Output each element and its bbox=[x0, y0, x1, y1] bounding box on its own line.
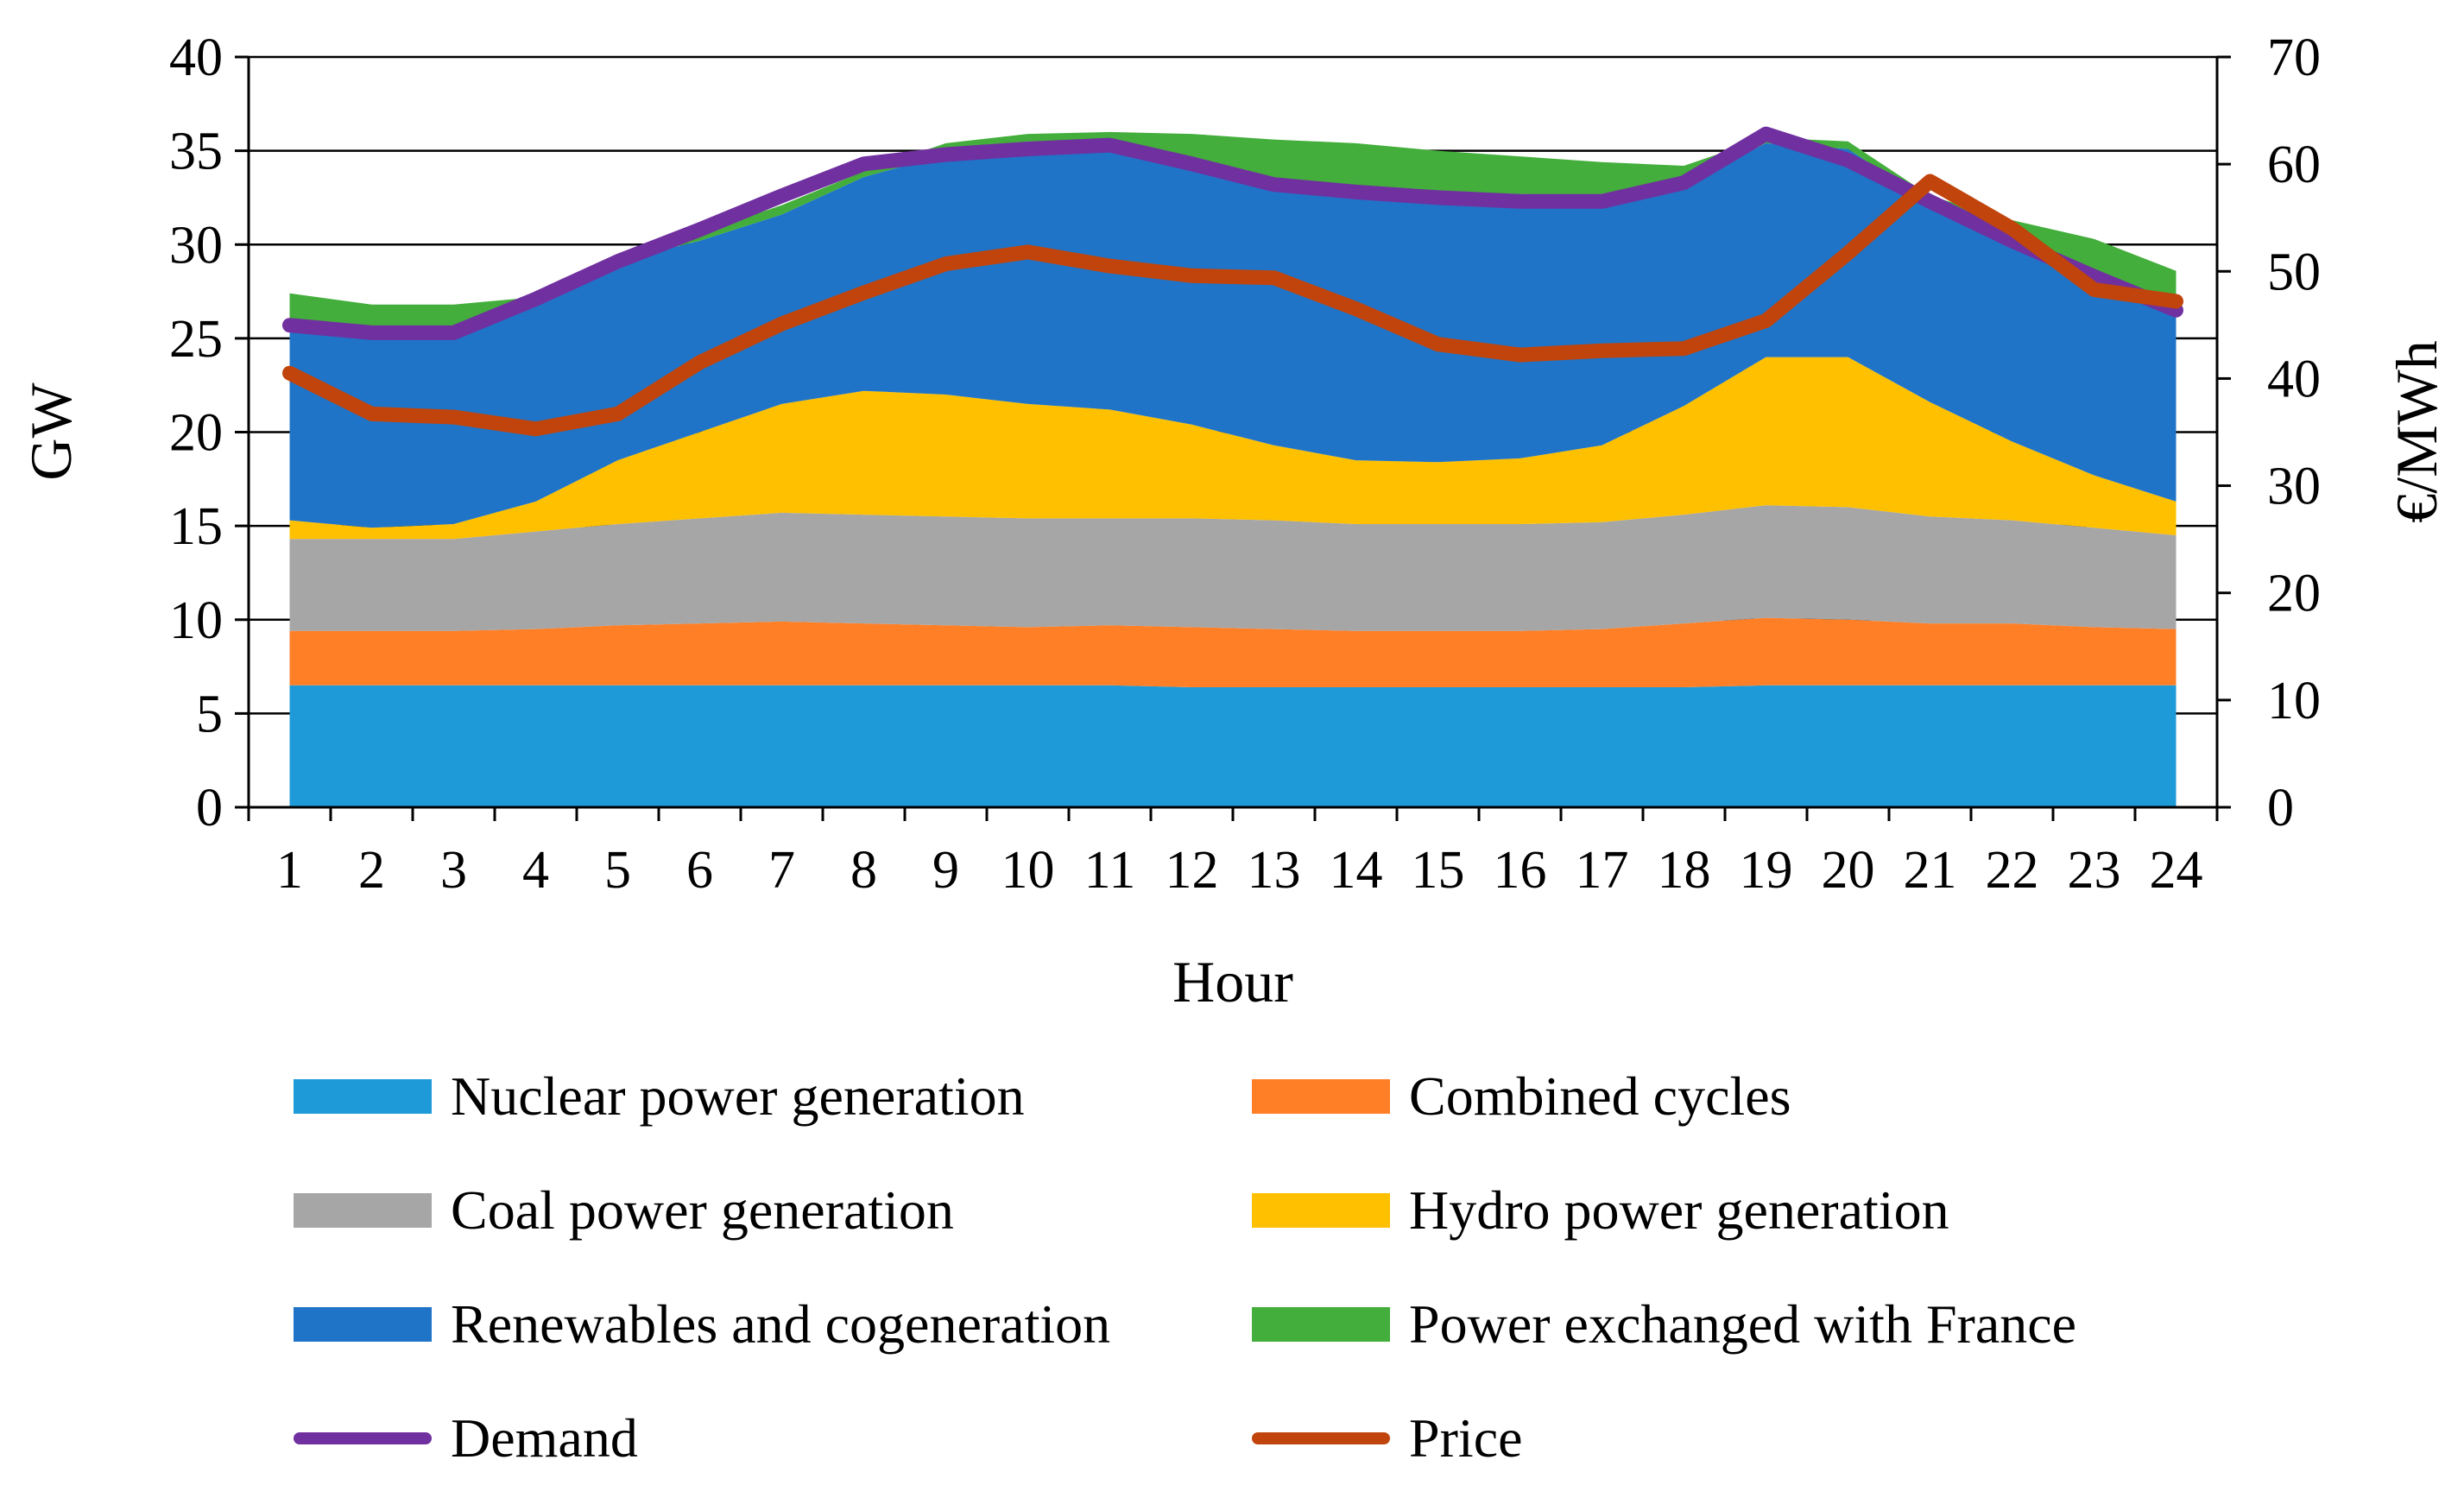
x-tick-label: 23 bbox=[2068, 841, 2121, 900]
legend-swatch-france-exchange bbox=[1252, 1307, 1390, 1342]
x-tick-label: 15 bbox=[1412, 841, 1465, 900]
x-tick-label: 20 bbox=[1822, 841, 1875, 900]
x-tick-label: 11 bbox=[1084, 841, 1136, 900]
y2-tick-label: 0 bbox=[2267, 779, 2294, 837]
legend-item-france-exchange: Power exchanged with France bbox=[1252, 1290, 2076, 1359]
x-tick-label: 5 bbox=[604, 841, 631, 900]
x-tick-label: 4 bbox=[522, 841, 549, 900]
legend-line-demand bbox=[294, 1432, 432, 1444]
legend-label-combined-cycles: Combined cycles bbox=[1409, 1065, 1791, 1127]
y-tick-label: 30 bbox=[169, 216, 223, 275]
legend: Nuclear power generation Combined cycles… bbox=[294, 1062, 2279, 1494]
y2-tick-label: 50 bbox=[2267, 243, 2321, 301]
y-axis-title: GW bbox=[18, 382, 84, 481]
y2-tick-label: 70 bbox=[2267, 28, 2321, 87]
legend-label-renewables: Renewables and cogeneration bbox=[451, 1293, 1111, 1355]
x-tick-label: 12 bbox=[1166, 841, 1219, 900]
area-hydro-power-generation bbox=[289, 357, 2177, 540]
y2-tick-label: 60 bbox=[2267, 136, 2321, 194]
y2-tick-label: 10 bbox=[2267, 672, 2321, 730]
x-tick-label: 8 bbox=[850, 841, 877, 900]
axes bbox=[235, 55, 2231, 821]
x-tick-label: 24 bbox=[2150, 841, 2203, 900]
legend-item-coal: Coal power generation bbox=[294, 1176, 954, 1245]
right-axis-tick-labels: 0 10 20 30 40 50 60 70 bbox=[2267, 28, 2321, 837]
x-tick-label: 6 bbox=[686, 841, 713, 900]
legend-swatch-combined-cycles bbox=[1252, 1079, 1390, 1114]
legend-swatch-renewables bbox=[294, 1307, 432, 1342]
line-demand bbox=[282, 126, 2183, 340]
legend-item-renewables: Renewables and cogeneration bbox=[294, 1290, 1110, 1359]
legend-label-coal: Coal power generation bbox=[451, 1179, 954, 1241]
x-axis-tick-labels: 1 2 3 4 5 6 7 8 9 10 11 12 13 14 15 16 17 18 19 20 21 22 23 24 bbox=[276, 841, 2203, 900]
x-tick-label: 1 bbox=[276, 841, 303, 900]
x-tick-label: 22 bbox=[1986, 841, 2039, 900]
x-tick-label: 14 bbox=[1330, 841, 1383, 900]
legend-label-nuclear: Nuclear power generation bbox=[451, 1065, 1025, 1127]
x-tick-label: 19 bbox=[1740, 841, 1793, 900]
x-tick-label: 2 bbox=[358, 841, 385, 900]
legend-label-demand: Demand bbox=[451, 1407, 638, 1469]
legend-item-hydro: Hydro power generation bbox=[1252, 1176, 1949, 1245]
legend-item-demand: Demand bbox=[294, 1404, 638, 1473]
legend-swatch-hydro bbox=[1252, 1193, 1390, 1228]
legend-item-combined-cycles: Combined cycles bbox=[1252, 1062, 1791, 1131]
line-price bbox=[282, 174, 2183, 437]
area-coal-power-generation bbox=[289, 505, 2177, 631]
y2-tick-label: 40 bbox=[2267, 350, 2321, 408]
y2-axis-title: €/MWh bbox=[2384, 340, 2449, 523]
legend-line-price bbox=[1252, 1432, 1390, 1444]
area-combined-cycles bbox=[289, 617, 2177, 687]
legend-swatch-nuclear bbox=[294, 1079, 432, 1114]
y-tick-label: 15 bbox=[169, 497, 223, 556]
area-power-exchanged-with-france bbox=[289, 131, 2177, 332]
x-tick-label: 18 bbox=[1658, 841, 1711, 900]
y-tick-label: 25 bbox=[169, 310, 223, 369]
y-tick-label: 5 bbox=[196, 685, 223, 743]
y2-tick-label: 20 bbox=[2267, 565, 2321, 623]
area-renewables-and-cogeneration bbox=[289, 141, 2177, 528]
stacked-areas bbox=[289, 131, 2177, 807]
legend-label-france-exchange: Power exchanged with France bbox=[1409, 1293, 2077, 1355]
legend-item-nuclear: Nuclear power generation bbox=[294, 1062, 1025, 1131]
x-tick-label: 3 bbox=[440, 841, 467, 900]
legend-label-price: Price bbox=[1409, 1407, 1523, 1469]
legend-swatch-coal bbox=[294, 1193, 432, 1228]
y2-tick-label: 30 bbox=[2267, 458, 2321, 516]
left-axis-tick-labels: 0 5 10 15 20 25 30 35 40 bbox=[169, 28, 223, 837]
x-tick-label: 10 bbox=[1001, 841, 1055, 900]
x-tick-label: 17 bbox=[1576, 841, 1629, 900]
x-tick-label: 16 bbox=[1494, 841, 1547, 900]
line-series bbox=[282, 126, 2183, 437]
y-tick-label: 40 bbox=[169, 28, 223, 87]
x-tick-label: 7 bbox=[768, 841, 795, 900]
x-tick-label: 9 bbox=[932, 841, 959, 900]
y-tick-label: 10 bbox=[169, 591, 223, 650]
x-tick-label: 21 bbox=[1904, 841, 1957, 900]
y-tick-label: 35 bbox=[169, 123, 223, 181]
legend-label-hydro: Hydro power generation bbox=[1409, 1179, 1949, 1241]
y-tick-label: 0 bbox=[196, 779, 223, 837]
x-axis-title: Hour bbox=[1172, 949, 1293, 1014]
x-tick-label: 13 bbox=[1248, 841, 1301, 900]
y-tick-label: 20 bbox=[169, 404, 223, 463]
area-nuclear-power-generation bbox=[289, 685, 2177, 807]
legend-item-price: Price bbox=[1252, 1404, 1523, 1473]
